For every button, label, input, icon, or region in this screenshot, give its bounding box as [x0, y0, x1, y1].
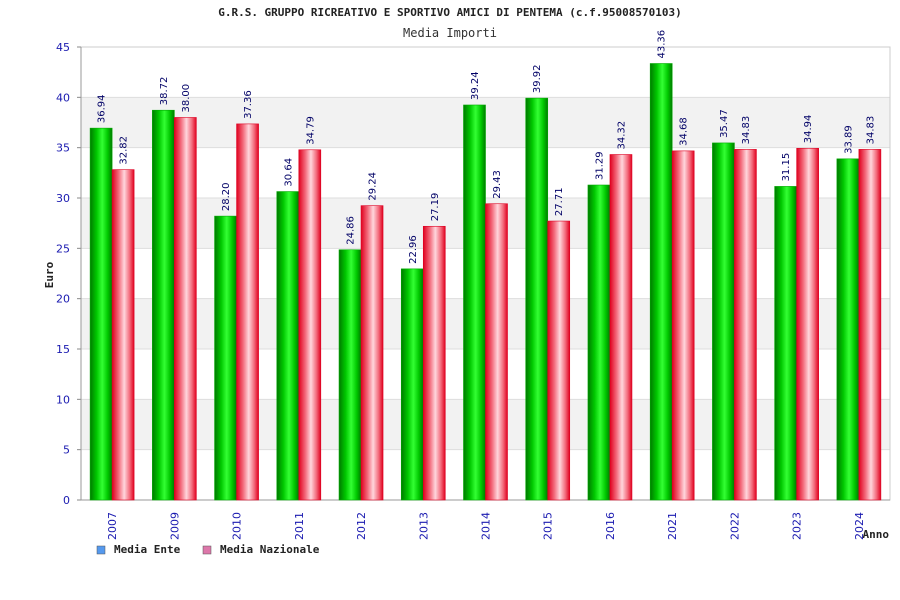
x-axis-label: Anno: [863, 528, 890, 541]
y-tick-label: 0: [63, 494, 70, 507]
data-label: 38.72: [159, 77, 170, 106]
data-label: 36.94: [97, 94, 108, 123]
data-label: 34.79: [305, 116, 316, 145]
data-label: 28.20: [221, 182, 232, 211]
data-label: 37.36: [243, 90, 254, 119]
bar-media-ente: [587, 184, 611, 501]
data-label: 29.43: [492, 170, 503, 199]
bar-media-ente: [276, 191, 300, 501]
data-labels: 36.94 32.82 38.72 38.00 28.20 37.36 30.64 34.79…: [97, 30, 877, 264]
bar-media-ente: [649, 63, 673, 501]
bar-media-nazionale: [111, 169, 135, 501]
x-tick-label: 2010: [231, 512, 244, 540]
data-label: 33.89: [843, 125, 854, 154]
x-tick-label: 2009: [168, 512, 181, 540]
bar-media-ente: [836, 158, 860, 501]
bars: [89, 63, 882, 501]
legend-swatch-media-nazionale: [202, 545, 212, 555]
bar-media-nazionale: [298, 149, 322, 501]
bar-media-ente: [712, 142, 735, 501]
data-label: 43.36: [657, 30, 668, 59]
data-label: 31.15: [781, 153, 792, 182]
chart-title: G.R.S. GRUPPO RICREATIVO E SPORTIVO AMIC…: [218, 6, 682, 19]
x-tick-label: 2023: [791, 512, 804, 540]
bar-media-ente: [463, 104, 486, 501]
data-label: 34.94: [803, 115, 814, 144]
legend-swatch-media-ente: [96, 545, 106, 555]
y-tick-label: 30: [56, 192, 70, 205]
x-tick-label: 2022: [728, 512, 741, 540]
data-label: 35.47: [719, 109, 730, 138]
bar-media-ente: [400, 268, 424, 501]
bar-media-nazionale: [734, 149, 757, 501]
bar-media-ente: [525, 97, 549, 501]
data-label: 34.32: [616, 121, 627, 150]
legend-label-media-ente: Media Ente: [114, 543, 181, 556]
x-tick-label: 2024: [853, 512, 866, 540]
y-tick-label: 35: [56, 142, 70, 155]
bar-media-ente: [152, 109, 175, 501]
bar-media-nazionale: [360, 205, 384, 501]
bar-media-nazionale: [609, 154, 633, 501]
bar-media-nazionale: [796, 147, 819, 501]
data-label: 39.92: [532, 64, 543, 93]
bar-media-ente: [774, 186, 797, 501]
bar-media-nazionale: [236, 123, 259, 501]
bar-media-nazionale: [422, 225, 446, 501]
y-tick-label: 5: [63, 444, 70, 457]
chart-subtitle: Media Importi: [403, 26, 497, 40]
x-tick-label: 2021: [666, 512, 679, 540]
bar-media-ente: [338, 249, 362, 501]
data-label: 22.96: [408, 235, 419, 264]
y-tick-label: 40: [56, 91, 70, 104]
data-label: 34.83: [741, 116, 752, 145]
legend: Media Ente Media Nazionale: [96, 543, 320, 556]
y-tick-label: 45: [56, 41, 70, 54]
data-label: 32.82: [119, 136, 130, 165]
data-label: 30.64: [283, 158, 294, 187]
data-label: 31.29: [594, 151, 605, 180]
x-tick-label: 2007: [106, 512, 119, 540]
bar-media-nazionale: [547, 220, 571, 501]
legend-label-media-nazionale: Media Nazionale: [220, 543, 320, 556]
y-tick-label: 10: [56, 393, 70, 406]
y-tick-label: 20: [56, 293, 70, 306]
y-tick-label: 25: [56, 242, 70, 255]
data-label: 39.24: [470, 71, 481, 100]
x-tick-label: 2016: [604, 512, 617, 540]
axes: 0 5 10 15 20 25 30 35 40 45 2007 2009 2010 2011 2012 20…: [56, 41, 890, 540]
bar-media-nazionale: [671, 150, 695, 501]
y-tick-label: 15: [56, 343, 70, 356]
bar-media-nazionale: [174, 117, 197, 501]
data-label: 27.19: [430, 193, 441, 222]
data-label: 29.24: [368, 172, 379, 201]
x-tick-label: 2011: [293, 512, 306, 540]
x-tick-label: 2014: [480, 512, 493, 540]
data-label: 34.83: [865, 116, 876, 145]
bar-media-nazionale: [858, 149, 882, 501]
x-tick-label: 2013: [417, 512, 430, 540]
bar-media-ente: [214, 215, 237, 501]
data-label: 38.00: [181, 84, 192, 113]
data-label: 24.86: [346, 216, 357, 245]
data-label: 34.68: [679, 117, 690, 146]
x-tick-label: 2015: [542, 512, 555, 540]
data-label: 27.71: [554, 187, 565, 216]
y-axis-label: Euro: [43, 261, 56, 288]
x-tick-label: 2012: [355, 512, 368, 540]
bar-media-nazionale: [485, 203, 508, 501]
bar-media-ente: [89, 127, 113, 501]
